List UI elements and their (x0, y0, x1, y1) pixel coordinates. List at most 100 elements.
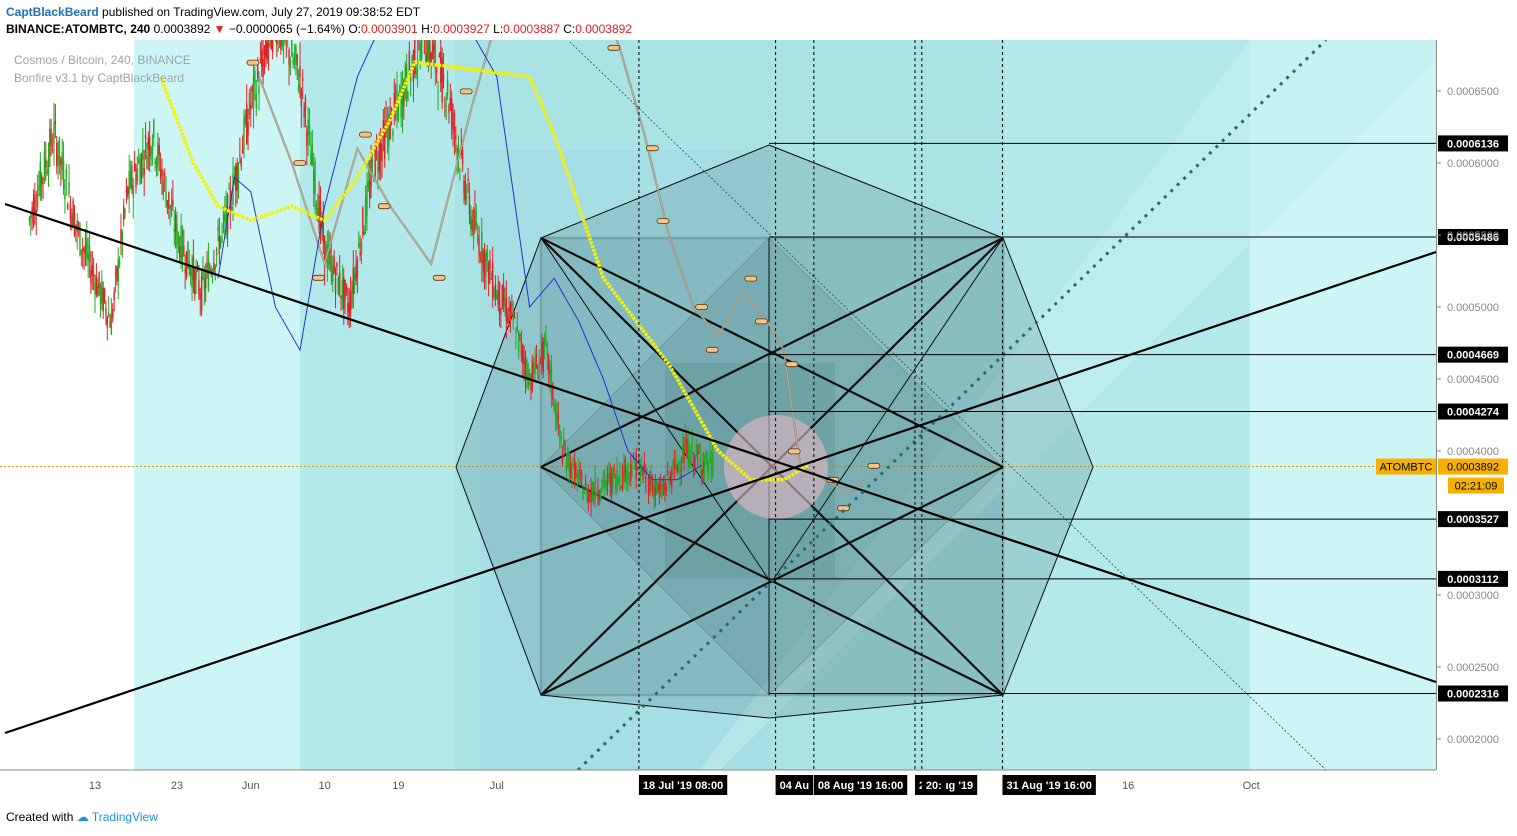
candle-body (695, 444, 698, 454)
candle-body (539, 357, 542, 359)
candle-body (699, 456, 702, 468)
x-tick-label: 13 (89, 780, 101, 792)
candle-body (92, 274, 95, 277)
candle-body (445, 98, 447, 100)
candle-body (243, 117, 245, 150)
candle-body (191, 267, 193, 289)
candle-body (419, 42, 421, 65)
candle-body (168, 192, 170, 209)
candle-body (239, 154, 241, 156)
candle-body (318, 195, 320, 230)
candle-body (475, 221, 477, 225)
candle-body (429, 40, 431, 59)
candle-body (50, 128, 52, 147)
date-marker-bg (813, 775, 908, 795)
candle-body (98, 272, 100, 289)
candle-body (550, 370, 553, 395)
x-tick-label: Jun (242, 780, 260, 792)
candle-body (692, 454, 695, 467)
candle-body (307, 119, 309, 136)
candle-body (232, 174, 234, 205)
candle-body (646, 471, 648, 473)
candle-body (434, 40, 436, 69)
candle-body (90, 269, 92, 284)
candle-body (650, 474, 652, 486)
candle-body (623, 467, 625, 486)
chart-plot[interactable]: 0.0006136 0.0005486 0.0004669 0.0004274 0.00… (0, 40, 1517, 810)
date-marker-label: 20: (926, 780, 942, 792)
candle-body (76, 219, 78, 232)
candle-body (531, 360, 534, 390)
candle-body (673, 461, 676, 468)
footer-brand[interactable]: TradingView (91, 810, 158, 824)
candle-body (57, 155, 59, 164)
candle-body (403, 85, 405, 107)
candle-body (526, 359, 528, 379)
candle-body (449, 97, 452, 106)
candle-body (420, 40, 423, 59)
candle-body (388, 114, 390, 147)
candle-body (541, 340, 543, 367)
candle-body (237, 171, 240, 180)
candle-body (474, 210, 476, 231)
date-marker-bg (1002, 775, 1096, 795)
candle-body (228, 187, 230, 189)
footer-created: Created with (6, 810, 74, 824)
candle-body (109, 321, 111, 328)
candle-body (125, 189, 128, 193)
candle-body (103, 289, 106, 301)
candle-body (683, 448, 685, 464)
candle-body (545, 337, 547, 339)
candle-body (128, 170, 130, 194)
bonfire-marker (695, 304, 708, 310)
candle-body (505, 297, 508, 322)
ma-yellow-line (158, 60, 810, 482)
candle-body (423, 52, 426, 54)
candle-body (621, 466, 624, 484)
candle-body (470, 215, 472, 230)
candle-body (131, 165, 133, 189)
candle-body (671, 479, 673, 489)
date-marker-label: 18 Jul '19 08:00 (643, 780, 723, 792)
level-label: 0.0005486 (1447, 232, 1499, 244)
candle-body (651, 484, 654, 495)
candle-body (643, 461, 646, 470)
candle-body (73, 213, 76, 235)
candle-body (478, 238, 480, 257)
candle-body (179, 246, 181, 258)
bonfire-marker (377, 203, 391, 210)
y-tick-label: 0.0002500 (1447, 662, 1499, 674)
symbol-line: BINANCE:ATOMBTC, 240 (6, 22, 151, 36)
candle-body (628, 472, 631, 474)
geometry-overlay (455, 144, 1094, 719)
author-link[interactable]: CaptBlackBeard (6, 5, 99, 19)
low-label: L: (493, 22, 504, 36)
projection-path-highlight (258, 40, 867, 495)
candle-body (319, 201, 322, 226)
candle-body (161, 168, 163, 177)
candle-body (482, 250, 484, 272)
candle-body (267, 43, 270, 48)
current-price-label: 0.0003892 (1447, 462, 1499, 474)
candle-body (464, 181, 467, 201)
candle-body (501, 285, 503, 309)
candle-body (356, 259, 359, 278)
candle-body (427, 40, 430, 62)
y-tick-label: 0.0003000 (1447, 590, 1499, 602)
candle-body (500, 308, 502, 315)
candle-body (459, 170, 461, 172)
candle-body (142, 149, 144, 160)
candle-body (698, 452, 700, 454)
candle-body (146, 155, 148, 169)
candle-body (255, 93, 257, 109)
date-marker-label: 04 Au (780, 780, 810, 792)
candle-body (632, 454, 635, 458)
candle-body (114, 272, 117, 275)
candle-body (524, 365, 527, 379)
candle-body (312, 169, 315, 194)
candle-body (337, 277, 339, 295)
candle-body (601, 479, 603, 492)
y-tick-label: 0.0005000 (1447, 302, 1499, 314)
candle-body (481, 232, 483, 264)
candle-body (351, 295, 353, 305)
